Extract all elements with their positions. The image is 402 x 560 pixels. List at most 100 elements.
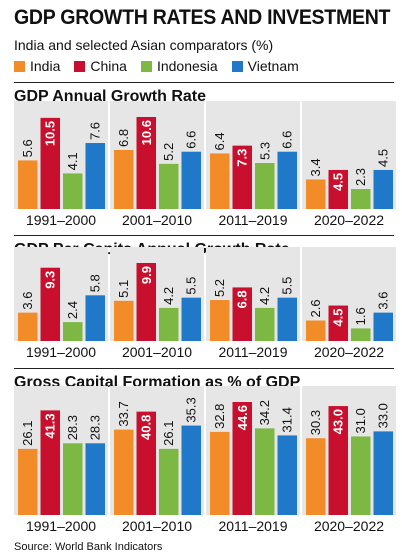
tick-label-2011-2019: 2011–2019 [218, 344, 287, 360]
bar-india-1991-2000 [18, 160, 38, 209]
chart-title: GDP GROWTH RATES AND INVESTMENT [14, 6, 391, 29]
bar-india-2020-2022 [306, 320, 326, 341]
value-label-indonesia-2011-2019: 5.3 [257, 142, 272, 160]
bar-indonesia-2011-2019 [255, 307, 275, 341]
value-label-india-2001-2010: 5.1 [116, 280, 131, 298]
legend-swatch-indonesia [140, 60, 152, 72]
value-label-vietnam-2001-2010: 6.6 [184, 131, 199, 149]
value-label-india-2020-2022: 2.6 [308, 299, 323, 317]
source-note: Source: World Bank Indicators [14, 541, 163, 553]
tick-label-2001-2010: 2001–2010 [122, 344, 192, 360]
bar-vietnam-2011-2019 [277, 297, 297, 341]
tick-label-2020-2022: 2020–2022 [314, 518, 384, 534]
divider-panel-3 [14, 368, 394, 369]
value-label-indonesia-2001-2010: 26.1 [161, 421, 176, 446]
value-label-vietnam-1991-2000: 28.3 [88, 415, 103, 440]
bar-india-1991-2000 [18, 448, 38, 515]
value-label-indonesia-1991-2000: 4.1 [65, 152, 80, 170]
value-label-indonesia-2020-2022: 2.3 [353, 168, 368, 186]
bar-indonesia-2001-2010 [159, 448, 179, 515]
value-label-china-1991-2000: 9.3 [43, 271, 58, 289]
value-label-vietnam-2020-2022: 3.6 [376, 292, 391, 310]
legend-item-china: China [74, 58, 127, 74]
value-label-indonesia-2020-2022: 31.0 [353, 408, 368, 433]
bar-india-2011-2019 [210, 300, 230, 341]
legend-item-indonesia: Indonesia [140, 58, 218, 74]
legend-swatch-vietnam [231, 60, 243, 72]
value-label-india-2011-2019: 32.8 [212, 404, 227, 429]
value-label-india-2001-2010: 33.7 [116, 401, 131, 426]
bar-vietnam-2001-2010 [181, 425, 201, 515]
bar-china-2011-2019 [232, 402, 252, 515]
value-label-india-2011-2019: 6.4 [212, 132, 227, 150]
bar-india-2001-2010 [114, 300, 134, 341]
tick-label-2001-2010: 2001–2010 [122, 212, 192, 228]
bar-china-1991-2000 [40, 267, 60, 341]
legend-swatch-china [74, 60, 86, 72]
value-label-vietnam-2011-2019: 6.6 [280, 131, 295, 149]
bar-china-2011-2019 [232, 287, 252, 341]
value-label-vietnam-2020-2022: 33.0 [376, 403, 391, 428]
bar-vietnam-2020-2022 [373, 431, 393, 515]
bar-india-2011-2019 [210, 431, 230, 515]
bar-vietnam-1991-2000 [85, 295, 105, 341]
bar-indonesia-1991-2000 [63, 443, 83, 515]
panel-title-gdp-growth: GDP Annual Growth Rate [14, 88, 207, 105]
bar-vietnam-2020-2022 [373, 312, 393, 341]
value-label-indonesia-2020-2022: 1.6 [353, 307, 368, 325]
value-label-china-2020-2022: 4.5 [331, 309, 346, 327]
legend-item-vietnam: Vietnam [231, 58, 299, 74]
bar-indonesia-1991-2000 [63, 173, 83, 209]
legend-item-india: India [14, 58, 60, 74]
tick-label-1991-2000: 1991–2000 [26, 344, 96, 360]
divider-top [14, 82, 394, 83]
bar-china-2020-2022 [328, 169, 348, 209]
divider-panel-2 [14, 235, 394, 236]
value-label-india-2020-2022: 30.3 [308, 410, 323, 435]
value-label-vietnam-2011-2019: 31.4 [280, 407, 295, 432]
tick-label-2020-2022: 2020–2022 [314, 344, 384, 360]
value-label-indonesia-2011-2019: 34.2 [257, 400, 272, 425]
value-label-china-2001-2010: 40.8 [139, 415, 154, 440]
value-label-vietnam-2020-2022: 4.5 [376, 149, 391, 167]
value-label-vietnam-2001-2010: 5.5 [184, 277, 199, 295]
legend-label-china: China [90, 58, 127, 74]
tick-label-2011-2019: 2011–2019 [218, 212, 287, 228]
bar-india-2020-2022 [306, 438, 326, 515]
value-label-vietnam-2011-2019: 5.5 [280, 277, 295, 295]
legend-label-india: India [30, 58, 61, 74]
legend: India China Indonesia Vietnam [14, 58, 299, 74]
bar-indonesia-2001-2010 [159, 163, 179, 209]
legend-label-vietnam: Vietnam [247, 58, 299, 74]
value-label-china-2001-2010: 9.9 [139, 266, 154, 284]
value-label-china-1991-2000: 41.3 [43, 413, 58, 438]
value-label-indonesia-1991-2000: 28.3 [65, 415, 80, 440]
bar-india-1991-2000 [18, 312, 38, 341]
bar-china-2020-2022 [328, 305, 348, 341]
bar-indonesia-2011-2019 [255, 428, 275, 515]
value-label-china-2020-2022: 43.0 [331, 409, 346, 434]
chart-subtitle: India and selected Asian comparators (%) [14, 37, 274, 53]
bar-vietnam-1991-2000 [85, 143, 105, 209]
bar-indonesia-2001-2010 [159, 307, 179, 341]
value-label-vietnam-1991-2000: 7.6 [88, 122, 103, 140]
bar-china-2001-2010 [136, 263, 156, 341]
bar-china-2001-2010 [136, 411, 156, 515]
bar-indonesia-2020-2022 [351, 328, 371, 341]
value-label-indonesia-2001-2010: 4.2 [161, 287, 176, 305]
tick-label-2020-2022: 2020–2022 [314, 212, 384, 228]
bar-indonesia-2020-2022 [351, 189, 371, 209]
value-label-china-1991-2000: 10.5 [43, 121, 58, 146]
value-label-india-1991-2000: 5.6 [20, 139, 35, 157]
bar-indonesia-1991-2000 [63, 322, 83, 341]
tick-label-2001-2010: 2001–2010 [122, 518, 192, 534]
value-label-india-1991-2000: 3.6 [20, 292, 35, 310]
bar-indonesia-2020-2022 [351, 436, 371, 515]
bar-vietnam-2001-2010 [181, 297, 201, 341]
bar-india-2011-2019 [210, 153, 230, 209]
value-label-china-2011-2019: 44.6 [235, 405, 250, 430]
value-label-india-2011-2019: 5.2 [212, 279, 227, 297]
tick-label-2011-2019: 2011–2019 [218, 518, 287, 534]
value-label-india-1991-2000: 26.1 [20, 421, 35, 446]
